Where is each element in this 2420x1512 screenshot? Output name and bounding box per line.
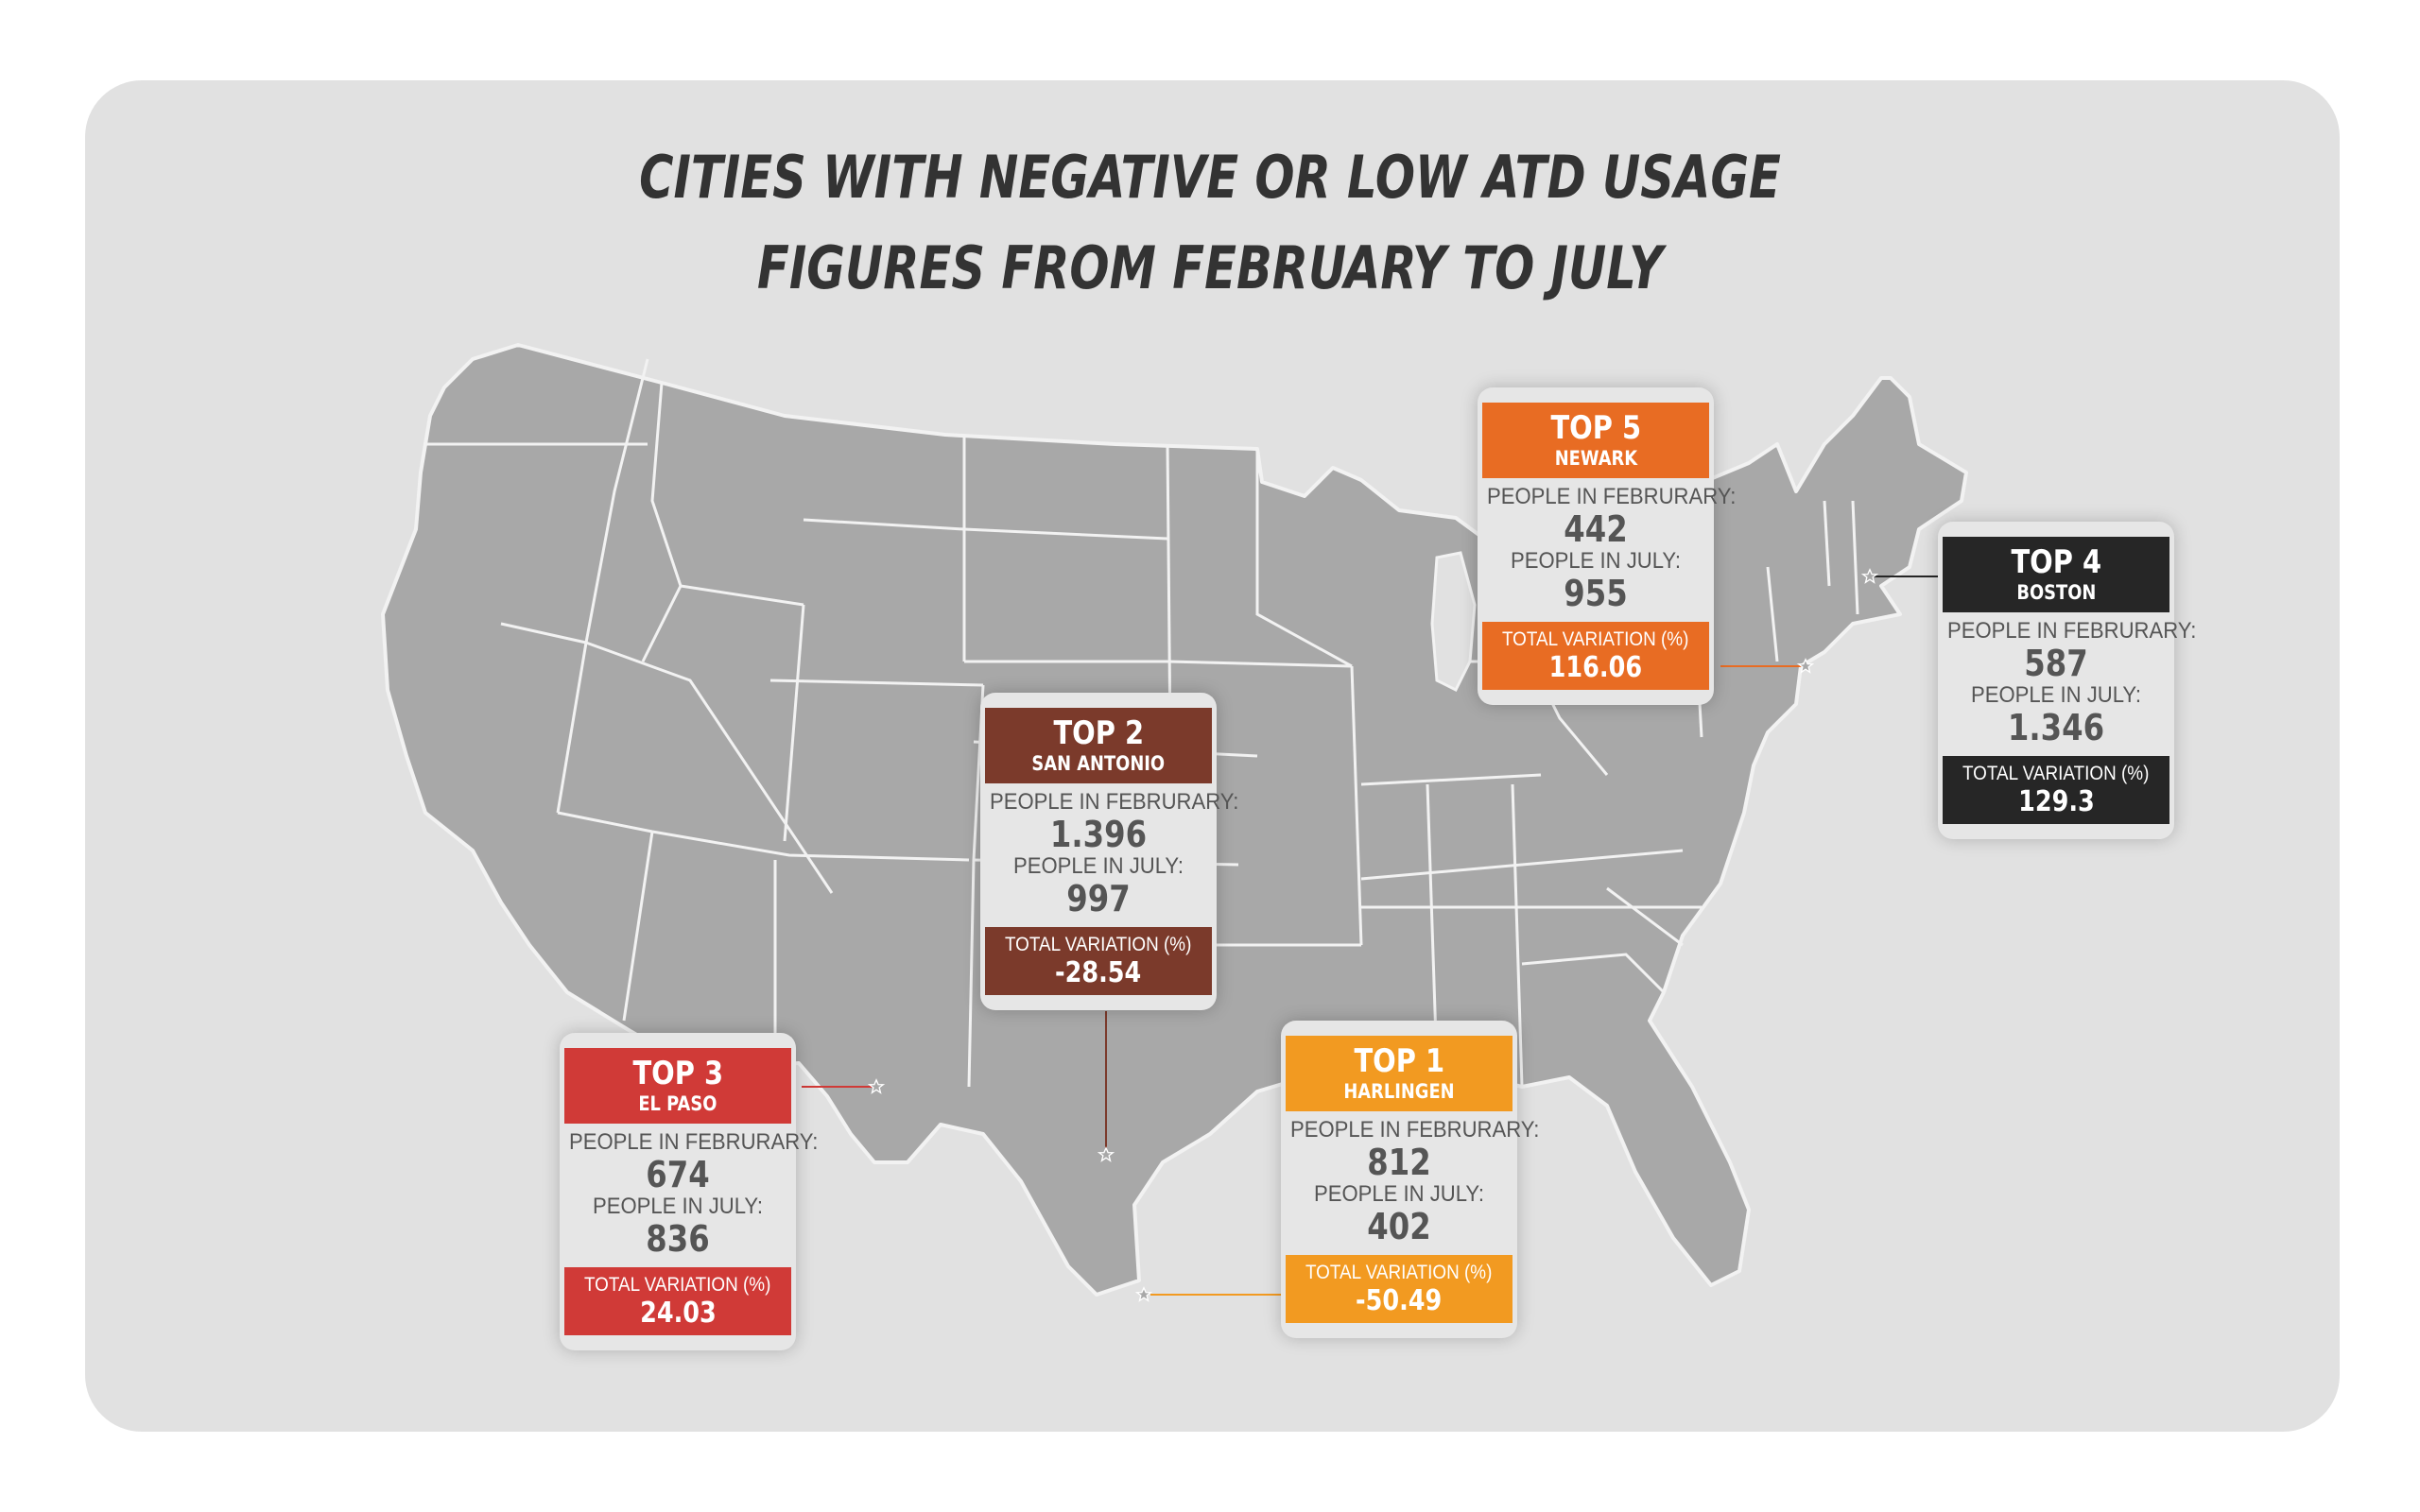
card-top3-el-paso: TOP 3 EL PASO PEOPLE IN FEBRURARY: 674 P…	[560, 1033, 819, 1350]
feb-value: 442	[1564, 508, 1628, 550]
card-top4-header: TOP 4 BOSTON	[1943, 537, 2169, 612]
star-icon	[1796, 658, 1815, 674]
card-top5-newark: TOP 5 NEWARK PEOPLE IN FEBRURARY: 442 PE…	[1478, 387, 1737, 705]
rank-label: TOP 5	[1550, 409, 1641, 447]
card-top5-header: TOP 5 NEWARK	[1482, 403, 1709, 478]
jul-value: 836	[646, 1218, 710, 1260]
city-name: NEWARK	[1554, 447, 1637, 470]
title-line-2: FIGURES FROM FEBRUARY TO JULY	[756, 233, 1664, 302]
jul-value: 1.346	[2007, 707, 2105, 748]
variation-value: -50.49	[1356, 1284, 1443, 1317]
feb-value: 1.396	[1049, 814, 1148, 855]
star-icon	[1134, 1286, 1153, 1302]
card-top2-san-antonio: TOP 2 SAN ANTONIO PEOPLE IN FEBRURARY: 1…	[980, 693, 1239, 1010]
variation-label: TOTAL VARIATION (%)	[1305, 1262, 1493, 1283]
connectors	[802, 576, 1952, 1296]
feb-value: 587	[2024, 643, 2088, 684]
variation-box: TOTAL VARIATION (%) -28.54	[985, 927, 1212, 995]
card-top1-header: TOP 1 HARLINGEN	[1286, 1036, 1512, 1111]
card-top1-harlingen: TOP 1 HARLINGEN PEOPLE IN FEBRURARY: 812…	[1281, 1021, 1540, 1338]
feb-label: PEOPLE IN FEBRURARY:	[990, 789, 1239, 815]
variation-label: TOTAL VARIATION (%)	[584, 1274, 771, 1296]
title-line-1: CITIES WITH NEGATIVE OR LOW ATD USAGE	[639, 143, 1781, 212]
great-lakes	[1430, 551, 1477, 693]
city-name: SAN ANTONIO	[1031, 752, 1166, 775]
page-title: CITIES WITH NEGATIVE OR LOW ATD USAGE FI…	[242, 132, 2178, 314]
jul-label: PEOPLE IN JULY:	[1510, 548, 1681, 574]
variation-box: TOTAL VARIATION (%) 129.3	[1943, 756, 2169, 824]
variation-value: -28.54	[1055, 956, 1142, 989]
city-name: EL PASO	[638, 1092, 717, 1115]
feb-label: PEOPLE IN FEBRURARY:	[1487, 484, 1737, 509]
city-name: HARLINGEN	[1343, 1080, 1455, 1103]
jul-label: PEOPLE IN JULY:	[1313, 1181, 1484, 1207]
feb-label: PEOPLE IN FEBRURARY:	[1290, 1117, 1540, 1143]
card-top4-boston: TOP 4 BOSTON PEOPLE IN FEBRURARY: 587 PE…	[1938, 522, 2197, 839]
variation-box: TOTAL VARIATION (%) 116.06	[1482, 622, 1709, 690]
feb-value: 812	[1367, 1142, 1431, 1183]
jul-value: 402	[1367, 1206, 1431, 1247]
feb-label: PEOPLE IN FEBRURARY:	[1947, 618, 2197, 644]
variation-label: TOTAL VARIATION (%)	[1962, 763, 2150, 784]
city-name: BOSTON	[2016, 581, 2096, 604]
variation-box: TOTAL VARIATION (%) -50.49	[1286, 1255, 1512, 1323]
star-markers	[867, 568, 1879, 1302]
star-icon	[1097, 1146, 1115, 1162]
variation-value: 116.06	[1548, 651, 1643, 684]
feb-label: PEOPLE IN FEBRURARY:	[569, 1129, 819, 1155]
variation-label: TOTAL VARIATION (%)	[1005, 934, 1192, 955]
jul-label: PEOPLE IN JULY:	[1970, 682, 2141, 708]
star-icon	[867, 1078, 886, 1094]
variation-label: TOTAL VARIATION (%)	[1502, 628, 1689, 650]
variation-value: 129.3	[2017, 785, 2095, 818]
jul-value: 997	[1066, 878, 1131, 919]
rank-label: TOP 1	[1354, 1042, 1444, 1080]
variation-value: 24.03	[639, 1297, 717, 1330]
card-top2-header: TOP 2 SAN ANTONIO	[985, 708, 1212, 783]
jul-label: PEOPLE IN JULY:	[1012, 853, 1184, 879]
feb-value: 674	[646, 1154, 710, 1195]
star-icon	[1860, 568, 1879, 584]
jul-label: PEOPLE IN JULY:	[592, 1194, 763, 1219]
card-top3-header: TOP 3 EL PASO	[564, 1048, 791, 1124]
jul-value: 955	[1564, 573, 1628, 614]
variation-box: TOTAL VARIATION (%) 24.03	[564, 1267, 791, 1335]
rank-label: TOP 2	[1053, 714, 1144, 752]
rank-label: TOP 4	[2011, 543, 2101, 581]
rank-label: TOP 3	[632, 1055, 723, 1092]
